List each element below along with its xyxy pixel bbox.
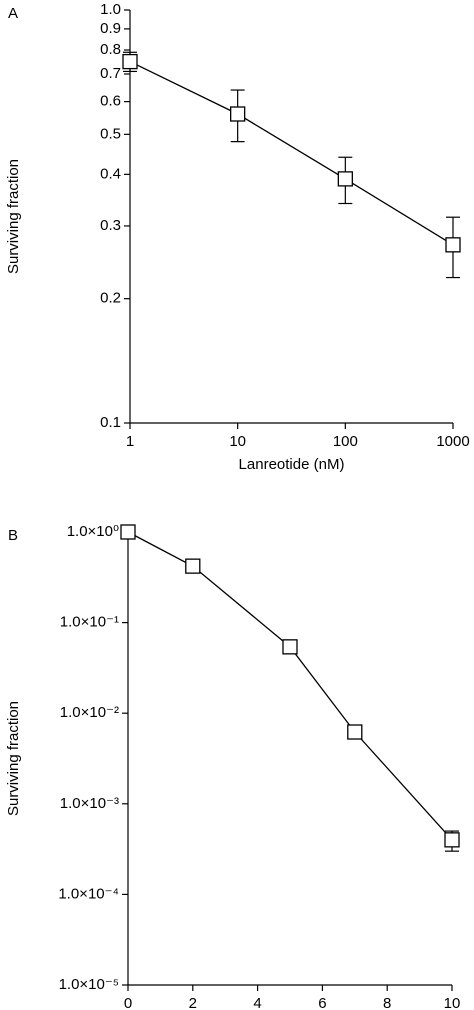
data-point — [445, 237, 461, 253]
y-tick-label: 0.1 — [100, 414, 121, 431]
data-point — [122, 53, 138, 70]
y-tick-label: 1.0×10⁻⁵ — [59, 976, 119, 993]
x-tick-label: 10 — [229, 433, 246, 450]
data-point — [185, 558, 201, 574]
y-tick-label: 0.9 — [100, 20, 121, 37]
data-point — [444, 832, 460, 848]
y-axis-label: Surviving fraction — [5, 701, 22, 816]
y-tick-label: 1.0×10⁻³ — [60, 795, 119, 812]
y-axis-label: Surviving fraction — [5, 159, 22, 274]
panel-label: B — [8, 527, 18, 544]
y-tick-label: 1.0×10⁰ — [67, 523, 119, 540]
x-tick-label: 6 — [318, 995, 326, 1010]
y-tick-label: 1.0 — [100, 1, 121, 18]
data-point — [230, 106, 246, 122]
data-line — [127, 531, 453, 841]
x-tick-label: 1 — [126, 433, 134, 450]
y-tick-label: 0.8 — [100, 41, 121, 58]
x-tick-label: 1000 — [436, 433, 469, 450]
x-tick-label: 0 — [124, 995, 132, 1010]
x-tick-label: 8 — [383, 995, 391, 1010]
x-tick-label: 10 — [444, 995, 461, 1010]
y-tick-label: 0.4 — [100, 165, 121, 182]
data-point — [282, 639, 298, 655]
data-point — [120, 524, 136, 540]
y-tick-label: 0.6 — [100, 93, 121, 110]
x-tick-label: 4 — [253, 995, 261, 1010]
x-tick-label: 2 — [189, 995, 197, 1010]
y-tick-label: 0.7 — [100, 65, 121, 82]
x-axis-label: Lanreotide (nM) — [239, 456, 345, 473]
data-point — [337, 171, 353, 187]
y-tick-label: 1.0×10⁻² — [60, 704, 119, 721]
y-tick-label: 0.5 — [100, 125, 121, 142]
y-tick-label: 0.3 — [100, 217, 121, 234]
y-tick-label: 1.0×10⁻¹ — [60, 614, 119, 631]
y-tick-label: 1.0×10⁻⁴ — [58, 885, 119, 902]
panel-label: A — [8, 5, 18, 22]
data-line — [129, 61, 454, 246]
x-tick-label: 100 — [333, 433, 358, 450]
data-point — [347, 724, 363, 740]
y-tick-label: 0.2 — [100, 290, 121, 307]
